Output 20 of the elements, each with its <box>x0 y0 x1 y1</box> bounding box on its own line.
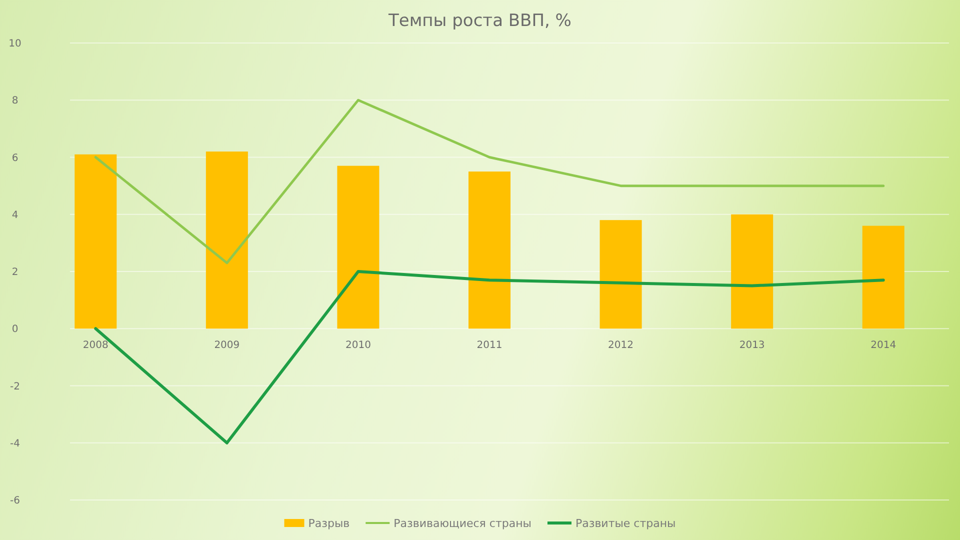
y-tick-label: 4 <box>12 210 18 221</box>
y-tick-label: -6 <box>10 496 20 506</box>
y-tick-label: 2 <box>12 267 18 278</box>
legend-label: Развитые страны <box>575 516 676 530</box>
chart-title: Темпы роста ВВП, % <box>388 10 572 31</box>
y-tick-label: -2 <box>10 381 20 392</box>
x-tick-label: 2014 <box>870 340 896 352</box>
y-tick-label: 0 <box>12 324 18 336</box>
x-tick-label: 2011 <box>476 340 502 352</box>
legend-label: Развивающиеся страны <box>394 516 532 530</box>
x-tick-label: 2009 <box>214 340 240 352</box>
y-tick-label: 10 <box>8 38 22 50</box>
y-tick-label: 6 <box>12 152 18 164</box>
legend-label: Разрыв <box>308 516 350 530</box>
x-tick-label: 2013 <box>739 340 765 352</box>
y-tick-label: 8 <box>12 96 18 107</box>
x-tick-label: 2010 <box>345 340 371 352</box>
x-tick-label: 2012 <box>608 340 634 352</box>
x-tick-label: 2008 <box>82 340 108 352</box>
y-tick-label: -4 <box>10 438 20 450</box>
